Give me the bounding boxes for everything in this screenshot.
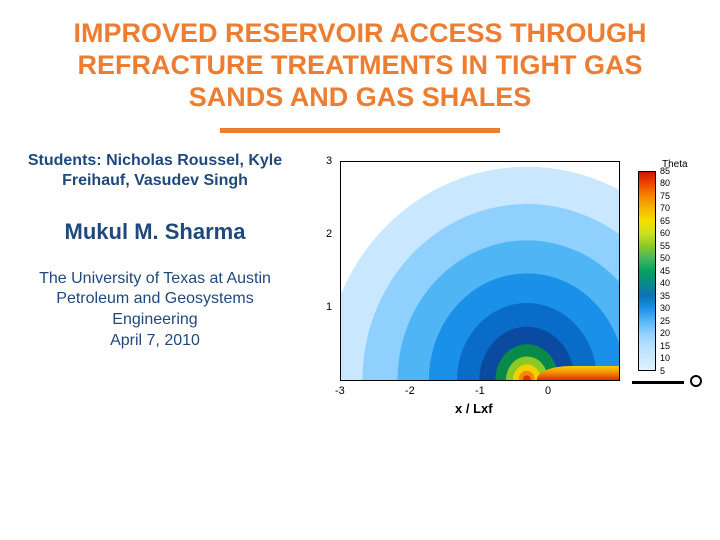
title-underline bbox=[220, 128, 500, 133]
x-axis-label: x / Lxf bbox=[455, 401, 493, 416]
author-name: Mukul M. Sharma bbox=[18, 219, 292, 245]
hot-strip bbox=[537, 366, 620, 379]
x-tick: -3 bbox=[335, 385, 345, 397]
y-tick: 2 bbox=[326, 228, 332, 240]
colorbar-tick: 5 bbox=[660, 367, 665, 376]
colorbar-tick: 60 bbox=[660, 229, 670, 238]
left-column: Students: Nicholas Roussel, Kyle Freihau… bbox=[0, 151, 300, 451]
marker-circle-icon bbox=[690, 375, 702, 387]
x-tick: 0 bbox=[545, 385, 551, 397]
colorbar-tick: 40 bbox=[660, 279, 670, 288]
x-tick: -2 bbox=[405, 385, 415, 397]
colorbar-tick: 85 bbox=[660, 167, 670, 176]
chart-panel: x / Lxf Theta -3-2-101238580757065605550… bbox=[300, 151, 720, 451]
contour-band bbox=[522, 375, 530, 380]
affil-line-1: The University of Texas at Austin bbox=[18, 269, 292, 290]
y-tick: 3 bbox=[326, 155, 332, 167]
colorbar-tick: 75 bbox=[660, 192, 670, 201]
colorbar-tick: 30 bbox=[660, 304, 670, 313]
colorbar-tick: 50 bbox=[660, 254, 670, 263]
affiliation: The University of Texas at Austin Petrol… bbox=[18, 269, 292, 352]
y-tick: 1 bbox=[326, 301, 332, 313]
content-row: Students: Nicholas Roussel, Kyle Freihau… bbox=[0, 151, 720, 451]
colorbar-tick: 45 bbox=[660, 267, 670, 276]
x-tick: -1 bbox=[475, 385, 485, 397]
colorbar-tick: 80 bbox=[660, 179, 670, 188]
colorbar-tick: 35 bbox=[660, 292, 670, 301]
students-line: Students: Nicholas Roussel, Kyle Freihau… bbox=[18, 151, 292, 191]
contour-plot bbox=[340, 161, 620, 381]
colorbar-tick: 65 bbox=[660, 217, 670, 226]
colorbar-tick: 70 bbox=[660, 204, 670, 213]
colorbar-tick: 20 bbox=[660, 329, 670, 338]
colorbar-tick: 25 bbox=[660, 317, 670, 326]
colorbar-tick: 10 bbox=[660, 354, 670, 363]
slide-title: IMPROVED RESERVOIR ACCESS THROUGH REFRAC… bbox=[0, 0, 720, 122]
affil-line-2: Petroleum and Geosystems Engineering bbox=[18, 289, 292, 331]
affil-line-3: April 7, 2010 bbox=[18, 331, 292, 352]
colorbar bbox=[638, 171, 656, 371]
colorbar-tick: 55 bbox=[660, 242, 670, 251]
marker-line bbox=[632, 381, 684, 384]
colorbar-tick: 15 bbox=[660, 342, 670, 351]
